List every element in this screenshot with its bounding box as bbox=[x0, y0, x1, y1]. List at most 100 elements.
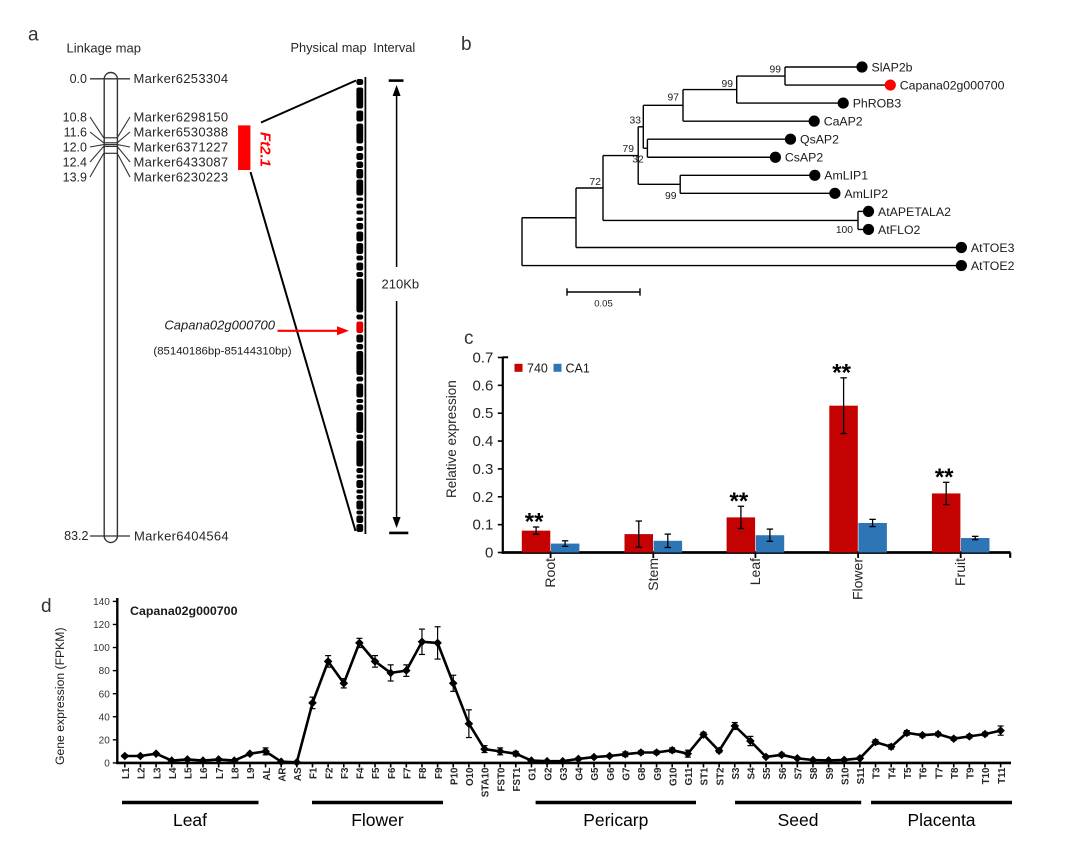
svg-text:**: ** bbox=[935, 464, 954, 491]
svg-text:G8: G8 bbox=[637, 767, 648, 781]
svg-text:T6: T6 bbox=[919, 767, 930, 779]
svg-text:O10: O10 bbox=[465, 767, 476, 786]
svg-text:99: 99 bbox=[722, 79, 734, 90]
svg-text:d: d bbox=[41, 596, 52, 617]
svg-text:0.7: 0.7 bbox=[472, 349, 493, 366]
svg-text:Flower: Flower bbox=[351, 810, 404, 830]
svg-text:210Kb: 210Kb bbox=[382, 277, 420, 292]
svg-text:0.05: 0.05 bbox=[594, 299, 613, 310]
svg-text:Marker6530388: Marker6530388 bbox=[134, 125, 229, 140]
svg-text:L7: L7 bbox=[215, 767, 226, 779]
svg-text:83.2: 83.2 bbox=[64, 529, 88, 543]
svg-text:T7: T7 bbox=[934, 767, 945, 779]
svg-text:Seed: Seed bbox=[778, 810, 819, 830]
svg-text:0.2: 0.2 bbox=[472, 489, 493, 506]
svg-text:G9: G9 bbox=[653, 767, 664, 781]
svg-text:STA10: STA10 bbox=[481, 767, 492, 797]
svg-text:AtAPETALA2: AtAPETALA2 bbox=[878, 205, 951, 219]
svg-text:Relative expression: Relative expression bbox=[444, 380, 459, 498]
svg-text:L1: L1 bbox=[121, 767, 132, 779]
svg-text:11.6: 11.6 bbox=[64, 126, 87, 140]
svg-text:F6: F6 bbox=[387, 767, 398, 779]
svg-text:**: ** bbox=[730, 488, 749, 515]
svg-text:FST0: FST0 bbox=[496, 767, 507, 792]
svg-text:CaAP2: CaAP2 bbox=[824, 115, 863, 129]
svg-text:FST1: FST1 bbox=[512, 767, 523, 792]
svg-text:T11: T11 bbox=[997, 767, 1008, 784]
svg-text:F8: F8 bbox=[418, 767, 429, 779]
svg-text:S10: S10 bbox=[840, 767, 851, 785]
svg-text:CA1: CA1 bbox=[566, 362, 590, 376]
svg-text:S5: S5 bbox=[762, 767, 773, 780]
svg-text:Placenta: Placenta bbox=[907, 810, 975, 830]
svg-text:T8: T8 bbox=[950, 767, 961, 779]
svg-text:T5: T5 bbox=[903, 767, 914, 779]
svg-text:AL: AL bbox=[262, 767, 273, 780]
svg-text:G6: G6 bbox=[606, 767, 617, 781]
svg-text:**: ** bbox=[832, 359, 851, 386]
svg-text:Marker6404564: Marker6404564 bbox=[134, 529, 229, 544]
svg-text:Capana02g000700: Capana02g000700 bbox=[130, 604, 238, 618]
svg-text:32: 32 bbox=[632, 155, 644, 166]
svg-text:40: 40 bbox=[99, 712, 111, 723]
svg-text:Leaf: Leaf bbox=[173, 810, 207, 830]
svg-text:S4: S4 bbox=[747, 767, 758, 780]
svg-text:AtTOE3: AtTOE3 bbox=[971, 241, 1015, 255]
svg-text:Capana02g000700: Capana02g000700 bbox=[900, 78, 1005, 92]
svg-text:G3: G3 bbox=[559, 767, 570, 781]
svg-text:**: ** bbox=[525, 509, 544, 536]
svg-text:AS: AS bbox=[293, 767, 304, 781]
svg-text:AtFLO2: AtFLO2 bbox=[878, 223, 921, 237]
svg-text:740: 740 bbox=[527, 362, 548, 376]
svg-text:S3: S3 bbox=[731, 767, 742, 780]
svg-text:S9: S9 bbox=[825, 767, 836, 780]
svg-text:b: b bbox=[461, 34, 472, 55]
svg-text:0: 0 bbox=[104, 759, 110, 770]
svg-text:Fruit: Fruit bbox=[952, 558, 968, 586]
svg-text:F4: F4 bbox=[356, 767, 367, 779]
svg-text:Marker6230223: Marker6230223 bbox=[134, 170, 229, 185]
svg-text:0.5: 0.5 bbox=[472, 405, 493, 422]
svg-text:Flower: Flower bbox=[850, 558, 866, 600]
svg-text:L5: L5 bbox=[184, 767, 195, 779]
svg-text:0.3: 0.3 bbox=[472, 461, 493, 478]
svg-text:120: 120 bbox=[93, 620, 110, 631]
svg-text:Interval: Interval bbox=[373, 40, 415, 55]
svg-text:Physical map: Physical map bbox=[291, 40, 367, 55]
svg-text:L8: L8 bbox=[230, 767, 241, 779]
svg-text:AtTOE2: AtTOE2 bbox=[971, 259, 1015, 273]
svg-text:(85140186bp-85144310bp): (85140186bp-85144310bp) bbox=[153, 346, 291, 358]
svg-text:99: 99 bbox=[665, 191, 677, 202]
svg-text:F3: F3 bbox=[340, 767, 351, 779]
svg-text:60: 60 bbox=[99, 689, 111, 700]
svg-text:AmLIP2: AmLIP2 bbox=[844, 187, 888, 201]
svg-text:G7: G7 bbox=[621, 767, 632, 781]
svg-text:Capana02g000700: Capana02g000700 bbox=[164, 318, 275, 333]
svg-text:G5: G5 bbox=[590, 767, 601, 781]
svg-text:33: 33 bbox=[630, 116, 642, 127]
svg-text:T10: T10 bbox=[981, 767, 992, 784]
svg-text:G10: G10 bbox=[668, 767, 679, 786]
svg-text:G1: G1 bbox=[528, 767, 539, 781]
svg-text:0.1: 0.1 bbox=[472, 517, 493, 534]
svg-text:a: a bbox=[28, 25, 39, 46]
svg-text:0.4: 0.4 bbox=[472, 433, 493, 450]
svg-text:79: 79 bbox=[623, 144, 635, 155]
svg-text:S6: S6 bbox=[778, 767, 789, 780]
svg-text:99: 99 bbox=[770, 65, 782, 76]
svg-text:Marker6433087: Marker6433087 bbox=[134, 155, 229, 170]
svg-text:PhROB3: PhROB3 bbox=[853, 97, 902, 111]
svg-text:c: c bbox=[464, 328, 474, 349]
svg-text:G11: G11 bbox=[684, 767, 695, 786]
svg-text:F5: F5 bbox=[371, 767, 382, 779]
svg-text:SlAP2b: SlAP2b bbox=[872, 60, 913, 74]
svg-text:Marker6371227: Marker6371227 bbox=[134, 140, 229, 155]
svg-text:140: 140 bbox=[93, 597, 110, 608]
svg-text:Stem: Stem bbox=[645, 558, 661, 591]
svg-text:P10: P10 bbox=[449, 767, 460, 785]
svg-text:Marker6253304: Marker6253304 bbox=[134, 71, 229, 86]
svg-text:L9: L9 bbox=[246, 767, 257, 779]
svg-text:Ft2.1: Ft2.1 bbox=[257, 132, 274, 167]
svg-text:72: 72 bbox=[590, 177, 602, 188]
svg-text:L2: L2 bbox=[137, 767, 148, 779]
